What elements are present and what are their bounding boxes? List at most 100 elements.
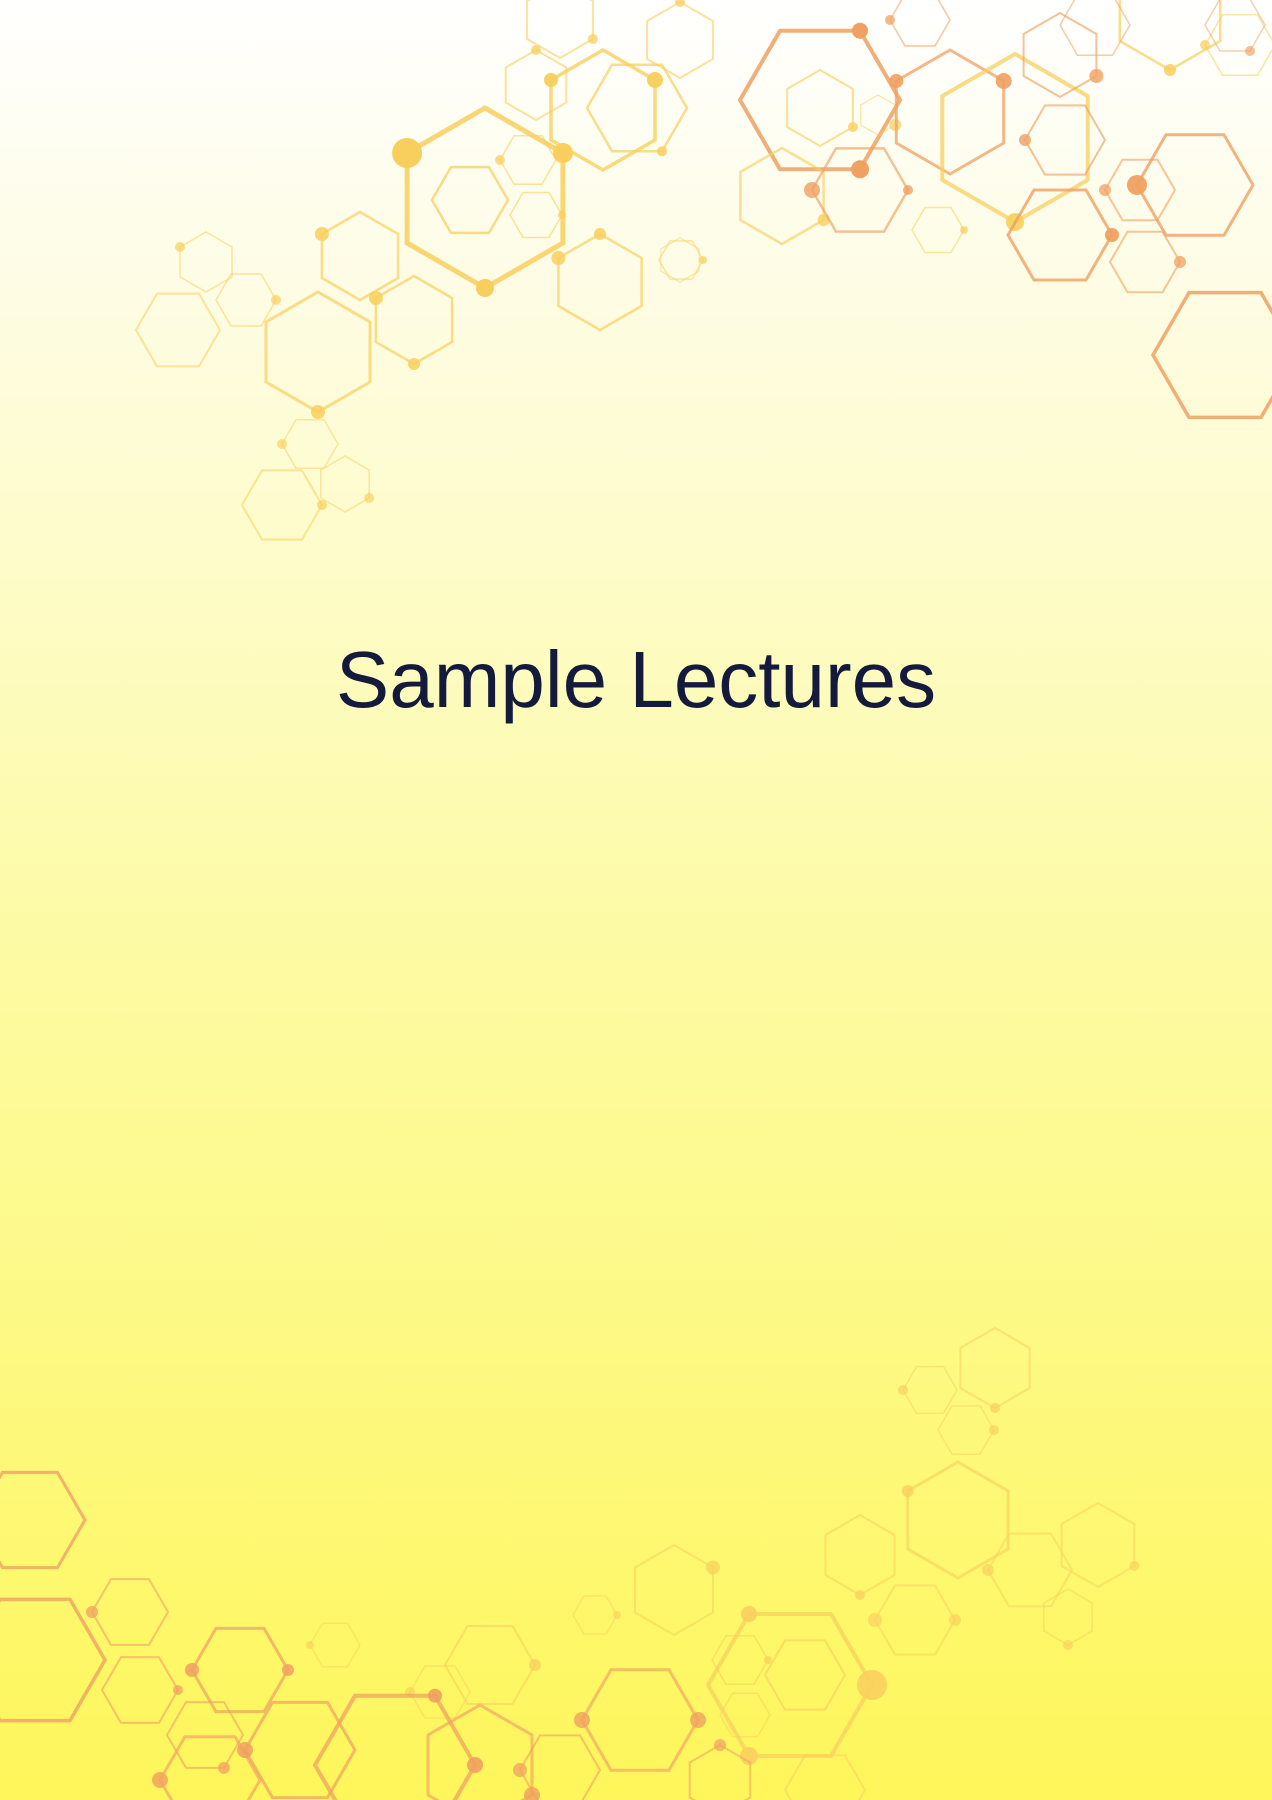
hexagon-node-dot [989, 1425, 999, 1435]
hexagon-shape [179, 231, 233, 293]
hexagon-node-dot [1127, 175, 1147, 195]
hexagon-shape [937, 1405, 995, 1455]
hexagon-shape [215, 273, 277, 327]
hexagon-shape [658, 240, 704, 280]
hexagon-shape [557, 232, 643, 332]
hexagon-node-dot [1164, 64, 1176, 76]
hexagon-shape [889, 0, 951, 47]
hexagon-node-dot [551, 251, 566, 265]
hexagon-shape [719, 1692, 771, 1738]
hexagon-shape [1023, 104, 1107, 176]
hexagon-node-dot [949, 1614, 961, 1626]
hexagon-shape [1043, 1588, 1093, 1646]
hexagon-shape [911, 206, 965, 254]
hexagon-shape [1108, 230, 1182, 294]
hexagon-shape [763, 1639, 847, 1711]
hexagon-shape [711, 1635, 769, 1685]
hexagon-node-dot [804, 182, 820, 198]
hexagon-node-dot [1174, 256, 1186, 268]
hexagon-node-dot [558, 211, 566, 219]
hexagon-shape [504, 48, 568, 122]
hexagon-node-dot [513, 1763, 527, 1777]
hexagon-node-dot [1019, 134, 1031, 146]
hexagon-shape [240, 469, 324, 541]
hexagon-node-dot [995, 73, 1012, 89]
hexagon-node-dot [428, 1688, 442, 1703]
hexagon-node-dot [690, 1712, 706, 1728]
hexagon-node-dot [529, 1659, 541, 1671]
hexagon-shape [190, 1626, 290, 1714]
hexagon-shape [783, 1754, 867, 1800]
hexagon-node-dot [855, 1590, 865, 1600]
hexagon-node-dot [852, 22, 868, 39]
hexagon-shape [309, 1622, 361, 1668]
hexagon-node-dot [857, 1670, 887, 1700]
hexagon-node-dot [218, 1761, 230, 1774]
hexagon-shape [1059, 0, 1131, 57]
hexagon-shape [312, 1693, 478, 1800]
hexagon-node-dot [306, 1641, 314, 1649]
hexagon-shape [526, 0, 594, 60]
hexagon-node-dot [86, 1606, 98, 1618]
hexagon-node-dot [185, 1663, 199, 1677]
hexagon-shape [986, 1532, 1074, 1608]
hexagon-node-dot [657, 146, 667, 157]
hexagon-node-dot [368, 291, 383, 305]
hexagon-cluster-top [134, 0, 1272, 541]
hexagon-node-dot [740, 1747, 758, 1765]
hexagon-node-dot [495, 155, 505, 165]
hexagon-node-dot [277, 439, 287, 449]
hexagon-node-dot [1105, 228, 1119, 242]
hexagon-shape [100, 1656, 180, 1724]
hexagon-node-dot [1200, 40, 1210, 50]
hexagon-node-dot [271, 295, 281, 305]
hexagon-node-dot [364, 493, 375, 503]
hexagon-node-dot [960, 226, 968, 234]
hexagon-shape [134, 292, 222, 368]
hexagon-shape [320, 455, 370, 513]
hexagon-shape [824, 1513, 896, 1597]
hexagon-node-dot [1089, 69, 1104, 83]
hexagon-shape [940, 51, 1090, 225]
hexagon-node-dot [847, 122, 858, 132]
hexagon-node-dot [314, 227, 329, 241]
hexagon-node-dot [764, 1656, 772, 1664]
hexagon-shape [580, 1668, 700, 1772]
hexagon-node-dot [282, 1664, 294, 1676]
hexagon-node-dot [1129, 1561, 1140, 1571]
hexagon-shape [243, 1700, 357, 1800]
hexagon-shape [1006, 188, 1114, 282]
hexagon-shape [443, 1625, 537, 1705]
hexagon-shape [585, 63, 689, 153]
hexagon-node-dot [706, 1560, 720, 1575]
hexagon-shape [572, 1595, 618, 1635]
hexagon-node-dot [173, 1685, 183, 1695]
hexagon-shape [660, 237, 700, 283]
hexagon-node-dot [699, 256, 707, 264]
hexagon-shape [404, 105, 566, 291]
hexagon-node-dot [889, 74, 904, 88]
hexagon-node-dot [594, 228, 606, 240]
hexagon-node-dot [544, 73, 558, 87]
hexagon-shape [873, 1584, 957, 1656]
hexagon-node-dot [647, 72, 663, 88]
hexagon-shape [902, 1365, 958, 1415]
hexagon-shape [959, 1326, 1031, 1410]
hexagon-shape [90, 1578, 170, 1646]
hexagon-node-dot [311, 405, 325, 419]
hexagon-shape [634, 1543, 714, 1637]
hexagon-node-dot [990, 1403, 1000, 1413]
hexagon-shape [688, 1743, 752, 1800]
hexagon-node-dot [476, 279, 494, 297]
hexagon-shape [1150, 290, 1272, 420]
hexagon-node-dot [587, 34, 598, 44]
hexagon-node-dot [741, 1606, 757, 1622]
hexagon-node-dot [714, 1739, 726, 1751]
hexagon-shape [509, 191, 563, 239]
hexagon-cluster-bottom [0, 1326, 1140, 1800]
hexagon-node-dot [898, 1385, 908, 1395]
hexagon-shape [646, 0, 714, 80]
hexagon-node-dot [317, 500, 327, 510]
hexagon-node-dot [868, 1613, 882, 1627]
hexagon-shape [320, 210, 400, 302]
